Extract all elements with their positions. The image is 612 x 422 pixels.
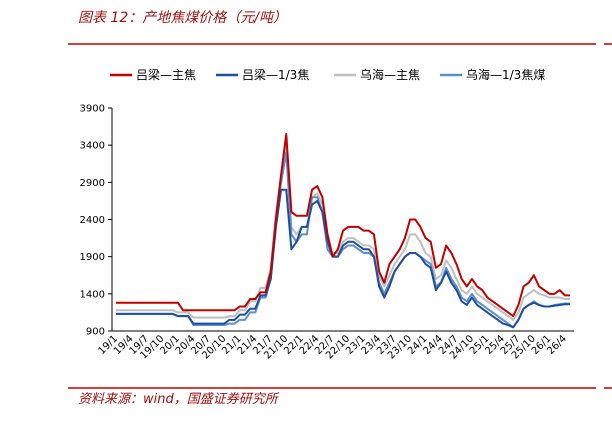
y-tick-label: 1400 [80,289,105,300]
series-line [116,140,570,321]
legend-label: 吕梁—主焦 [136,67,196,82]
y-tick-label: 900 [86,327,105,338]
source-note: 资料来源：wind，国盛证券研究所 [78,391,280,407]
y-tick-label: 3400 [80,141,105,152]
y-tick-label: 3900 [80,104,105,115]
y-tick-label: 1900 [80,252,105,263]
y-tick-label: 2900 [80,178,105,189]
y-tick-label: 2400 [80,215,105,226]
series-line [116,188,570,329]
series-line [116,133,570,318]
legend-label: 吕梁—1/3焦 [242,67,309,82]
legend-label: 乌海—主焦 [360,67,420,82]
legend-label: 乌海—1/3焦煤 [466,67,545,82]
chart-title: 图表 12：产地焦煤价格（元/吨） [78,10,287,26]
series-line [116,151,570,329]
